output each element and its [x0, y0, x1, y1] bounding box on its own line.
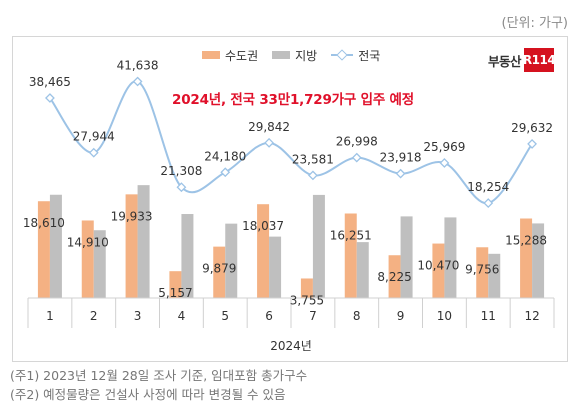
label-national-1: 38,465: [29, 75, 71, 89]
label-capital-10: 10,470: [417, 259, 459, 273]
bar-regional-11: [488, 253, 501, 298]
label-capital-6: 18,037: [242, 219, 284, 233]
legend-item-regional: 지방: [272, 47, 317, 64]
label-national-4: 21,308: [160, 164, 202, 178]
label-national-9: 23,918: [380, 151, 422, 165]
legend-item-national: 전국: [331, 47, 380, 64]
legend: 수도권 지방 전국: [202, 46, 380, 64]
label-capital-12: 15,288: [505, 234, 547, 248]
line-marker-9: [395, 168, 406, 179]
x-tick-7: 7: [309, 309, 317, 323]
footnotes: (주1) 2023년 12월 28일 조사 기준, 임대포함 총가구수 (주2)…: [10, 366, 307, 404]
bar-capital-9: [388, 255, 401, 298]
label-national-7: 23,581: [292, 152, 334, 166]
bar-capital-5: [213, 246, 226, 298]
x-tick-2: 2: [90, 309, 98, 323]
label-national-3: 41,638: [117, 58, 159, 72]
unit-label: (단위: 가구): [501, 16, 569, 31]
bar-regional-1: [49, 194, 62, 298]
legend-label-regional: 지방: [295, 48, 318, 63]
line-marker-10: [439, 158, 450, 168]
line-marker-4: [176, 182, 187, 193]
bar-regional-5: [225, 223, 238, 298]
line-marker-8: [351, 152, 362, 163]
line-marker-2: [88, 147, 99, 158]
x-tick-3: 3: [134, 309, 142, 323]
label-national-11: 18,254: [467, 180, 509, 194]
label-national-2: 27,944: [73, 130, 115, 144]
footnote-2: (주2) 예정물량은 건설사 사정에 따라 변경될 수 있음: [10, 387, 286, 402]
line-marker-6: [264, 137, 275, 148]
bar-capital-2: [81, 220, 94, 298]
bar-capital-12: [520, 218, 533, 298]
label-capital-5: 9,879: [202, 262, 236, 276]
bar-regional-7: [312, 194, 325, 298]
label-national-10: 25,969: [423, 140, 465, 154]
label-capital-1: 18,610: [23, 216, 65, 230]
bar-capital-6: [257, 204, 270, 298]
x-axis-title: 2024년: [270, 339, 312, 353]
bar-capital-7: [300, 278, 313, 298]
x-tick-8: 8: [353, 309, 361, 323]
bar-regional-8: [356, 242, 369, 298]
x-tick-5: 5: [221, 309, 229, 323]
label-national-5: 24,180: [204, 149, 246, 163]
label-national-8: 26,998: [336, 135, 378, 149]
line-marker-3: [132, 76, 143, 87]
label-capital-8: 16,251: [330, 228, 372, 242]
bar-regional-9: [400, 216, 413, 298]
bar-capital-11: [476, 247, 489, 298]
label-capital-11: 9,756: [465, 262, 499, 276]
legend-item-capital: 수도권: [202, 47, 258, 64]
line-marker-1: [44, 93, 55, 103]
legend-swatch-regional: [272, 51, 291, 59]
bar-capital-4: [169, 271, 182, 298]
chart-headline: 2024년, 전국 33만1,729가구 입주 예정: [172, 92, 414, 108]
label-capital-7: 3,755: [290, 293, 324, 307]
label-capital-4: 5,157: [158, 286, 192, 300]
bar-regional-2: [93, 230, 106, 298]
brand-logo: 부동산 R114: [488, 48, 556, 72]
x-tick-12: 12: [524, 309, 539, 323]
x-tick-4: 4: [178, 309, 186, 323]
line-marker-7: [307, 170, 318, 181]
line-marker-12: [527, 138, 538, 149]
x-tick-11: 11: [481, 309, 496, 323]
bar-capital-3: [125, 194, 138, 298]
legend-swatch-capital: [202, 51, 220, 59]
logo-text: 부동산: [488, 53, 522, 69]
label-capital-3: 19,933: [111, 209, 153, 223]
label-capital-9: 8,225: [377, 270, 411, 284]
label-national-6: 29,842: [248, 120, 290, 134]
footnote-1: (주1) 2023년 12월 28일 조사 기준, 임대포함 총가구수: [10, 368, 308, 383]
line-marker-5: [220, 167, 231, 178]
bar-capital-10: [432, 243, 445, 298]
bar-regional-12: [532, 223, 545, 298]
x-tick-9: 9: [397, 309, 405, 323]
legend-label-capital: 수도권: [225, 48, 259, 63]
bar-regional-6: [269, 236, 282, 298]
chart-frame: [12, 36, 568, 362]
bar-capital-1: [37, 201, 50, 298]
x-tick-1: 1: [46, 309, 54, 323]
legend-label-national: 전국: [358, 48, 381, 63]
logo-mark: R114: [523, 48, 556, 72]
line-marker-11: [483, 198, 494, 208]
x-tick-10: 10: [437, 309, 452, 323]
bar-regional-3: [137, 185, 150, 298]
bar-regional-4: [181, 214, 194, 298]
bar-capital-8: [344, 213, 357, 298]
bar-regional-10: [444, 217, 457, 298]
x-tick-6: 6: [265, 309, 273, 323]
label-capital-2: 14,910: [67, 235, 109, 249]
label-national-12: 29,632: [511, 121, 553, 135]
legend-swatch-national: [331, 50, 354, 60]
